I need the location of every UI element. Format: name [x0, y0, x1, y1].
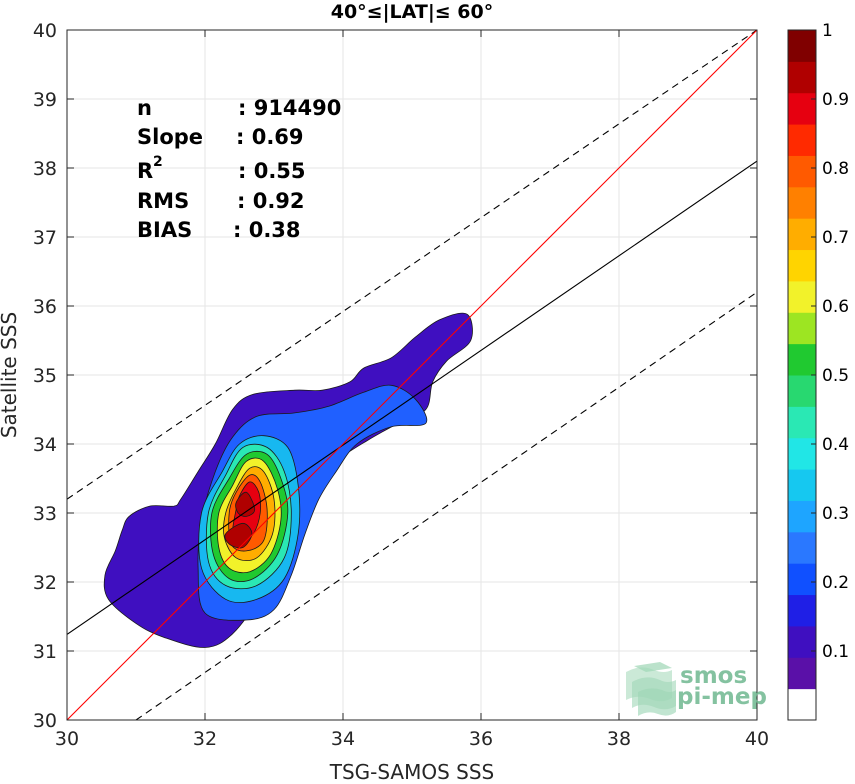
x-tick-label-3: 36 — [469, 728, 493, 750]
colorbar — [788, 30, 816, 721]
x-tick-label-2: 34 — [331, 728, 355, 750]
stat-rms-label: RMS — [137, 189, 189, 213]
colorbar-tick-label-1: 0.2 — [822, 573, 849, 593]
x-axis-label: TSG-SAMOS SSS — [329, 760, 495, 784]
colorbar-segment-13 — [788, 280, 816, 313]
logo-mark-icon — [626, 662, 676, 716]
grid — [67, 30, 757, 720]
fit-line — [67, 160, 757, 635]
colorbar-tick-label-8: 0.9 — [822, 90, 849, 110]
colorbar-segment-0 — [788, 688, 816, 721]
stat-bias-value: : 0.38 — [233, 218, 301, 242]
colorbar-segment-10 — [788, 375, 816, 407]
stat-rms-value: : 0.92 — [237, 189, 305, 213]
colorbar-segment-18 — [788, 124, 816, 156]
y-axis-ticks: 30 31 32 33 34 35 36 37 38 39 40 — [33, 20, 757, 732]
colorbar-segment-17 — [788, 155, 816, 188]
x-tick-label-0: 30 — [55, 728, 79, 750]
colorbar-segment-19 — [788, 92, 816, 125]
contour-level-9 — [235, 491, 256, 517]
stat-r2-value: : 0.55 — [238, 159, 306, 183]
colorbar-tick-label-2: 0.3 — [822, 504, 849, 524]
colorbar-ticks: 0.1 0.2 0.3 0.4 0.5 0.6 0.7 0.8 0.9 1 — [811, 21, 849, 662]
stats-block: n : 914490 Slope : 0.69 R 2 : 0.55 RMS :… — [137, 96, 341, 242]
stat-n-value: : 914490 — [238, 96, 341, 120]
y-tick-label-10: 40 — [33, 20, 57, 42]
y-tick-label-2: 32 — [33, 572, 57, 594]
colorbar-tick-label-0: 0.1 — [822, 642, 849, 662]
colorbar-tick-label-7: 0.8 — [822, 159, 849, 179]
colorbar-tick-label-3: 0.4 — [822, 435, 849, 455]
colorbar-segment-16 — [788, 186, 816, 219]
colorbar-tick-label-6: 0.7 — [822, 228, 849, 248]
y-tick-label-4: 34 — [33, 434, 57, 456]
y-axis-label: Satellite SSS — [0, 312, 21, 438]
colorbar-segment-3 — [788, 594, 816, 627]
colorbar-segment-2 — [788, 625, 816, 658]
stat-r2-label: R — [137, 159, 153, 183]
stat-n-label: n — [137, 96, 152, 120]
colorbar-segment-5 — [788, 531, 816, 564]
y-tick-label-5: 35 — [33, 365, 57, 387]
colorbar-frame — [787, 29, 817, 721]
identity-line — [67, 30, 757, 720]
colorbar-tick-label-4: 0.5 — [822, 366, 849, 386]
lower-dashed-line — [135, 291, 757, 720]
colorbar-segment-12 — [788, 312, 816, 345]
colorbar-segment-6 — [788, 500, 816, 533]
x-tick-label-4: 38 — [607, 728, 631, 750]
stat-slope-label: Slope — [137, 125, 203, 149]
y-tick-label-6: 36 — [33, 296, 57, 318]
x-tick-label-5: 40 — [745, 728, 769, 750]
colorbar-segment-20 — [788, 61, 816, 94]
colorbar-segment-15 — [788, 218, 816, 251]
reference-lines — [67, 30, 757, 720]
colorbar-segment-21 — [788, 30, 816, 62]
x-tick-label-1: 32 — [193, 728, 217, 750]
stat-slope-value: : 0.69 — [236, 125, 304, 149]
colorbar-segment-4 — [788, 563, 816, 596]
colorbar-segment-11 — [788, 343, 816, 376]
colorbar-tick-label-9: 1 — [822, 21, 833, 41]
colorbar-tick-label-5: 0.6 — [822, 297, 849, 317]
colorbar-segment-14 — [788, 249, 816, 282]
y-tick-label-7: 37 — [33, 227, 57, 249]
y-tick-label-9: 39 — [33, 89, 57, 111]
colorbar-segment-8 — [788, 437, 816, 470]
stat-r2-sup: 2 — [153, 154, 163, 170]
colorbar-segment-1 — [788, 657, 816, 690]
chart-title: 40°≤|LAT|≤ 60° — [331, 1, 494, 23]
colorbar-segment-7 — [788, 469, 816, 501]
y-tick-label-8: 38 — [33, 158, 57, 180]
watermark-line2: pi-mep — [677, 684, 767, 710]
watermark-logo: smos pi-mep — [626, 662, 767, 716]
y-tick-label-1: 31 — [33, 641, 57, 663]
colorbar-segment-9 — [788, 406, 816, 439]
y-tick-label-0: 30 — [33, 710, 57, 732]
stat-bias-label: BIAS — [137, 218, 192, 242]
y-tick-label-3: 33 — [33, 503, 57, 525]
density-contours — [103, 312, 473, 648]
watermark-line1: smos — [680, 663, 747, 689]
x-axis-ticks: 30 32 34 36 38 40 — [55, 30, 769, 750]
